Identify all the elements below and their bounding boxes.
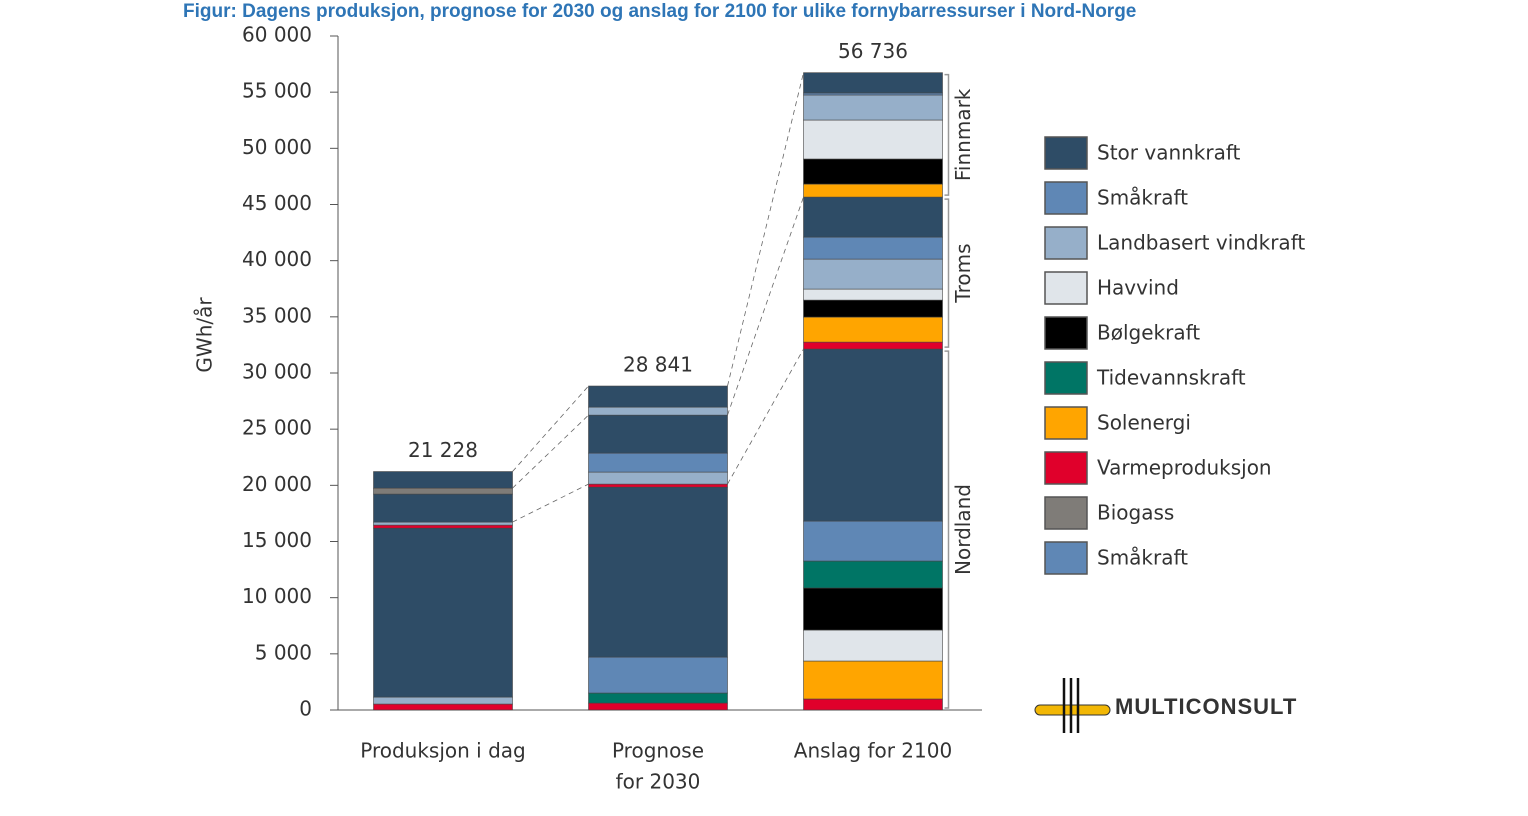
x-tick-label: Anslag for 2100 xyxy=(794,739,952,763)
connector xyxy=(727,72,804,387)
region-label: Finnmark xyxy=(951,88,975,181)
bar-segment xyxy=(588,385,728,408)
region-label: Troms xyxy=(951,243,975,303)
y-tick-label: 5 000 xyxy=(255,640,312,664)
legend-label: Solenergi xyxy=(1097,411,1191,435)
y-tick-label: 50 000 xyxy=(242,135,312,159)
legend-swatch xyxy=(1044,406,1088,440)
y-tick-label: 40 000 xyxy=(242,247,312,271)
bar-segment xyxy=(803,587,943,631)
bar-segment xyxy=(803,183,943,198)
bar-segment xyxy=(588,702,728,711)
x-tick-label: Prognose xyxy=(612,739,704,763)
legend-swatch xyxy=(1044,361,1088,395)
y-tick-label: 10 000 xyxy=(242,584,312,608)
bar-segment xyxy=(803,196,943,238)
region-bracket xyxy=(944,350,950,709)
legend-label: Biogass xyxy=(1097,501,1174,525)
legend-swatch xyxy=(1044,541,1088,575)
logo: MULTICONSULT xyxy=(1034,678,1297,733)
region-label: Nordland xyxy=(951,484,975,575)
y-tick-label: 30 000 xyxy=(242,360,312,384)
bar-segment xyxy=(373,524,513,529)
bar-segment xyxy=(803,348,943,522)
legend-label: Småkraft xyxy=(1097,186,1188,210)
bar-segment xyxy=(803,72,943,94)
bar-segment xyxy=(803,92,943,96)
bar-segment xyxy=(803,660,943,700)
bar-segment xyxy=(803,258,943,290)
bar-segment xyxy=(588,414,728,454)
y-tick-label: 15 000 xyxy=(242,528,312,552)
bar-segment xyxy=(803,341,943,350)
bar-segment xyxy=(803,299,943,318)
y-tick-label: 35 000 xyxy=(242,303,312,327)
bar-segment xyxy=(588,452,728,473)
legend-swatch xyxy=(1044,181,1088,215)
total-label: 21 228 xyxy=(408,438,478,462)
bar-segment xyxy=(588,692,728,704)
bar-segment xyxy=(803,560,943,589)
total-label: 56 736 xyxy=(838,39,908,63)
y-tick-label: 55 000 xyxy=(242,79,312,103)
connector xyxy=(512,414,589,489)
bar-segment xyxy=(373,471,513,489)
connector xyxy=(727,196,804,416)
bar-segment xyxy=(373,696,513,705)
bar-segment xyxy=(803,520,943,562)
bar-segment xyxy=(373,493,513,523)
legend-label: Stor vannkraft xyxy=(1097,141,1241,165)
legend-swatch xyxy=(1044,271,1088,305)
legend-label: Bølgekraft xyxy=(1097,321,1200,345)
bar-segment xyxy=(803,629,943,662)
legend-label: Tidevannskraft xyxy=(1096,366,1246,390)
bar-segment xyxy=(588,486,728,658)
connector xyxy=(512,483,589,523)
legend-swatch xyxy=(1044,316,1088,350)
region-bracket xyxy=(944,198,950,348)
bar-segment xyxy=(373,487,513,495)
bar-segment xyxy=(373,527,513,698)
y-tick-label: 0 xyxy=(299,697,312,721)
bar-segment xyxy=(803,94,943,121)
bar-segment xyxy=(373,521,513,526)
bar-segment xyxy=(803,288,943,301)
y-tick-label: 45 000 xyxy=(242,191,312,215)
bar-segment xyxy=(803,316,943,343)
legend-swatch xyxy=(1044,496,1088,530)
logo-band xyxy=(1034,704,1111,716)
bar-segment xyxy=(588,406,728,416)
legend-swatch xyxy=(1044,136,1088,170)
legend-label: Landbasert vindkraft xyxy=(1097,231,1305,255)
logo-text: MULTICONSULT xyxy=(1115,694,1297,719)
bar-segment xyxy=(588,483,728,488)
total-label: 28 841 xyxy=(623,353,693,377)
bar-segment xyxy=(803,119,943,160)
bar-segment xyxy=(803,236,943,260)
chart-title: Figur: Dagens produksjon, prognose for 2… xyxy=(183,1,1136,22)
y-tick-label: 25 000 xyxy=(242,416,312,440)
legend-swatch xyxy=(1044,226,1088,260)
x-tick-label: for 2030 xyxy=(616,770,701,794)
bar-segment xyxy=(803,158,943,185)
bar-segment xyxy=(588,471,728,485)
bar-segment xyxy=(588,656,728,694)
bar-segment xyxy=(803,698,943,711)
connector xyxy=(512,385,589,472)
y-tick-label: 20 000 xyxy=(242,472,312,496)
legend-label: Varmeproduksjon xyxy=(1097,456,1272,480)
legend-label: Havvind xyxy=(1097,276,1179,300)
region-bracket xyxy=(944,73,950,196)
y-tick-label: 60 000 xyxy=(242,23,312,47)
legend-swatch xyxy=(1044,451,1088,485)
y-axis-label: GWh/år xyxy=(193,297,217,373)
legend-label: Småkraft xyxy=(1097,546,1188,570)
connector xyxy=(727,348,804,485)
bar-segment xyxy=(373,703,513,711)
x-tick-label: Produksjon i dag xyxy=(360,739,526,763)
